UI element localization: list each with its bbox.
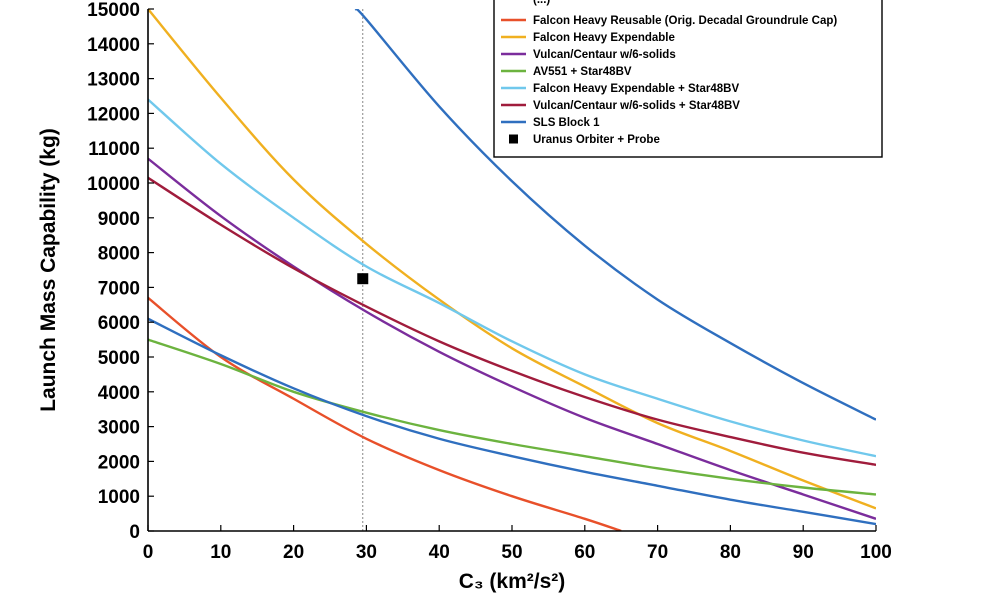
series-layer xyxy=(148,9,876,531)
y-axis-ticks: 0 1000 2000 3000 4000 5000 6000 7000 8000 9000 100… xyxy=(87,0,154,543)
points-layer xyxy=(357,273,369,285)
x-tick-label: 30 xyxy=(356,542,377,563)
y-tick-label: 4000 xyxy=(98,383,140,404)
legend-box xyxy=(493,0,883,158)
legend-marker xyxy=(509,134,518,144)
y-tick-label: 12000 xyxy=(87,104,140,125)
series-line-7 xyxy=(354,9,876,421)
y-tick-label: 3000 xyxy=(98,418,140,439)
x-tick-label: 0 xyxy=(143,542,154,563)
y-tick-label: 10000 xyxy=(87,174,140,195)
y-tick-label: 7000 xyxy=(98,278,140,299)
legend: (...) Falcon Heavy Reusable (Orig. Decada… xyxy=(493,0,883,158)
y-tick-label: 15000 xyxy=(87,0,140,21)
y-tick-label: 1000 xyxy=(98,487,140,508)
legend-label: Falcon Heavy Reusable (Orig. Decadal Gro… xyxy=(533,15,837,27)
series-line-1 xyxy=(148,9,876,510)
series-line-2 xyxy=(148,157,876,520)
y-tick-label: 0 xyxy=(129,522,140,543)
x-axis-label: C₃ (km²/s²) xyxy=(459,570,566,593)
y-tick-label: 14000 xyxy=(87,35,140,56)
legend-label: Falcon Heavy Expendable xyxy=(533,32,675,44)
series-line-4 xyxy=(148,98,876,458)
legend-label: SLS Block 1 xyxy=(533,117,600,129)
legend-label: Vulcan/Centaur w/6-solids + Star48BV xyxy=(533,100,740,112)
x-axis-ticks: 0 10 20 30 40 50 60 70 80 90 100 xyxy=(143,525,892,563)
x-tick-label: 40 xyxy=(429,542,450,563)
series-line-0 xyxy=(148,296,622,531)
x-tick-label: 60 xyxy=(574,542,595,563)
x-tick-label: 90 xyxy=(793,542,814,563)
y-tick-label: 2000 xyxy=(98,452,140,473)
legend-label: Uranus Orbiter + Probe xyxy=(533,134,660,146)
legend-label: AV551 + Star48BV xyxy=(533,66,632,78)
legend-label: Falcon Heavy Expendable + Star48BV xyxy=(533,83,739,95)
y-tick-label: 13000 xyxy=(87,70,140,91)
x-tick-label: 100 xyxy=(860,542,892,563)
legend-label: Vulcan/Centaur w/6-solids xyxy=(533,49,676,61)
x-tick-label: 70 xyxy=(647,542,668,563)
y-tick-label: 6000 xyxy=(98,313,140,334)
y-tick-label: 5000 xyxy=(98,348,140,369)
legend-partial-label: (...) xyxy=(533,0,550,6)
x-tick-label: 50 xyxy=(501,542,522,563)
y-axis-label: Launch Mass Capability (kg) xyxy=(37,128,60,412)
y-tick-label: 9000 xyxy=(98,209,140,230)
series-line-6 xyxy=(148,317,876,526)
x-tick-label: 10 xyxy=(210,542,231,563)
y-tick-label: 8000 xyxy=(98,244,140,265)
series-line-3 xyxy=(148,338,876,496)
data-point-marker-0 xyxy=(357,273,369,285)
x-tick-label: 80 xyxy=(720,542,741,563)
y-tick-label: 11000 xyxy=(88,139,140,160)
x-tick-label: 20 xyxy=(283,542,304,563)
series-line-5 xyxy=(148,176,876,467)
